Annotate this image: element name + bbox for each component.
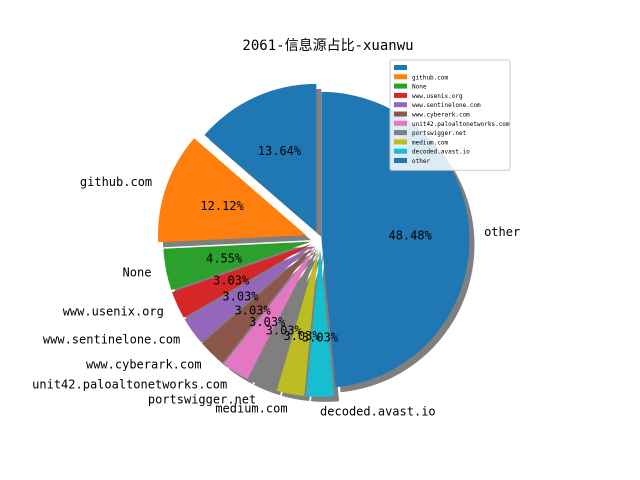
legend-swatch (394, 148, 407, 154)
legend-entry: other (412, 158, 430, 165)
category-label: github.com (80, 175, 152, 189)
legend-swatch (394, 92, 407, 98)
legend-box (389, 59, 511, 171)
legend-swatch (394, 139, 407, 145)
category-label: unit42.paloaltonetworks.com (32, 377, 227, 391)
percent-label: 48.48% (388, 229, 432, 243)
percent-label: 12.12% (200, 199, 244, 213)
legend-swatch (394, 83, 407, 89)
legend-entry: unit42.paloaltonetworks.com (412, 121, 510, 128)
percent-label: 3.03% (302, 331, 339, 345)
percent-label: 3.03% (249, 315, 286, 329)
legend-entry: www.usenix.org (412, 93, 463, 100)
category-label: other (484, 225, 520, 239)
category-label: None (123, 266, 152, 280)
legend-swatch (394, 130, 407, 136)
category-label: medium.com (215, 402, 287, 416)
percent-label: 3.03% (266, 324, 303, 338)
category-label: www.cyberark.com (86, 357, 202, 371)
pie-slice (276, 248, 319, 397)
category-label: decoded.avast.io (320, 405, 436, 419)
percent-label: 3.03% (235, 304, 272, 318)
percent-label: 13.64% (258, 144, 302, 158)
percent-labels: 13.64%12.12%4.55%3.03%3.03%3.03%3.03%3.0… (200, 144, 432, 345)
pie-slice (184, 245, 313, 343)
pie-slice (248, 248, 317, 391)
category-label: www.usenix.org (63, 304, 164, 318)
legend: github.com None www.usenix.org www.sentinel… (389, 59, 511, 171)
pie-slice (223, 247, 316, 380)
legend-entry: None (412, 84, 427, 91)
pie-slice (204, 83, 317, 232)
legend-entry: www.sentinelone.com (412, 102, 481, 109)
legend-entry: medium.com (412, 139, 449, 146)
category-labels: github.com None www.usenix.org www.sentinel… (32, 175, 520, 419)
percent-label: 4.55% (206, 252, 243, 266)
percent-label: 3.03% (283, 329, 320, 343)
pie-slice (172, 243, 312, 318)
category-label: portswigger.net (148, 392, 256, 406)
legend-swatch (394, 102, 407, 108)
percent-label: 3.03% (222, 290, 259, 304)
chart-title: 2061-信息源占比-xuanwu (242, 37, 413, 54)
legend-swatch (394, 111, 407, 117)
legend-swatch (394, 74, 407, 80)
legend-swatch (394, 65, 407, 70)
legend-entry: portswigger.net (412, 130, 467, 137)
percent-label: 3.03% (213, 274, 250, 288)
legend-swatch (394, 120, 407, 126)
legend-entry: www.cyberark.com (412, 112, 470, 119)
legend-entry: github.com (412, 74, 449, 81)
category-label: www.sentinelone.com (43, 333, 180, 347)
pie-slice (163, 241, 312, 291)
legend-entry: decoded.avast.io (412, 149, 470, 156)
pie-slice (202, 246, 314, 363)
pie-slice (158, 138, 307, 243)
pie-slice (305, 248, 335, 397)
legend-swatch (394, 158, 407, 163)
